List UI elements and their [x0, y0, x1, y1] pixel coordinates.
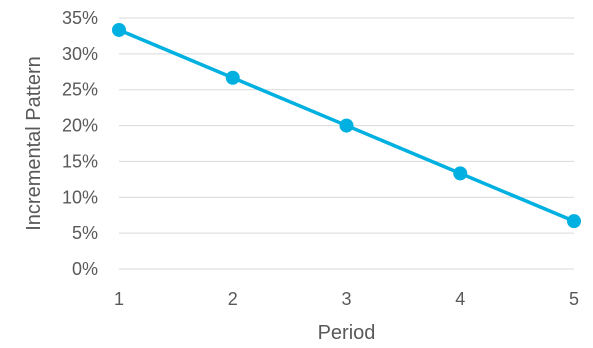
y-tick-label: 15%: [62, 151, 98, 171]
y-tick-label: 20%: [62, 116, 98, 136]
y-tick-label: 25%: [62, 80, 98, 100]
y-tick-label: 30%: [62, 44, 98, 64]
data-point: [112, 22, 126, 37]
data-point: [339, 118, 354, 133]
x-axis-title: Period: [318, 322, 376, 344]
data-point: [453, 166, 468, 181]
x-axis-ticks: 1 2 3 4 5: [114, 289, 579, 309]
x-tick-label: 1: [114, 289, 124, 309]
x-tick-label: 2: [228, 289, 238, 309]
data-point: [567, 214, 581, 229]
x-tick-label: 3: [341, 289, 351, 309]
data-point: [225, 70, 240, 85]
series-group: [112, 22, 581, 229]
y-tick-label: 5%: [72, 223, 98, 243]
y-axis-ticks: 0% 5% 10% 15% 20% 25% 30% 35%: [62, 8, 98, 279]
gridlines: [119, 17, 574, 234]
y-tick-label: 10%: [62, 187, 98, 207]
y-axis-title: Incremental Pattern: [23, 56, 45, 231]
x-tick-label: 5: [569, 289, 579, 309]
x-tick-label: 4: [455, 289, 465, 309]
y-tick-label: 35%: [62, 8, 98, 28]
y-tick-label: 0%: [72, 259, 98, 279]
